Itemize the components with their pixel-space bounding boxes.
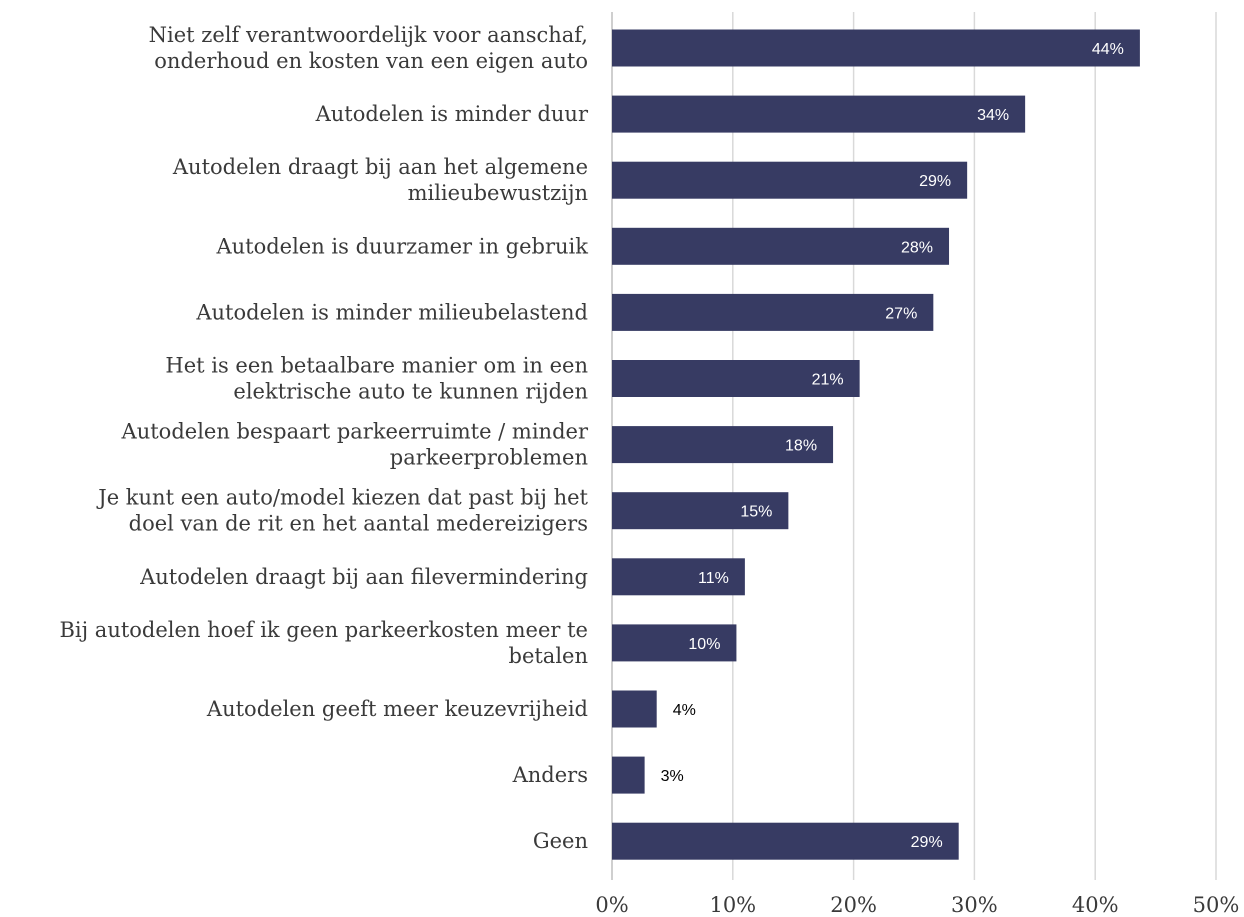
- x-tick-label: 50%: [1193, 893, 1240, 917]
- bar: [612, 293, 934, 331]
- data-label: 15%: [740, 504, 772, 521]
- category-label: Autodelen is minder milieubelastend: [195, 300, 588, 324]
- bar: [612, 426, 834, 464]
- category-label: Autodelen draagt bij aan fileverminderin…: [139, 565, 588, 589]
- gridlines: [732, 12, 1217, 880]
- category-label: Geen: [533, 829, 588, 853]
- x-tick-label: 0%: [595, 893, 628, 917]
- bar: [612, 624, 737, 662]
- x-tick-label: 30%: [951, 893, 998, 917]
- x-tick-label: 20%: [830, 893, 877, 917]
- bar: [612, 29, 1140, 67]
- bar: [612, 690, 657, 728]
- category-label: Autodelen draagt bij aan het algemene mil…: [172, 155, 588, 205]
- data-label: 27%: [885, 305, 917, 322]
- data-label: 3%: [661, 768, 684, 785]
- data-label: 11%: [698, 570, 729, 587]
- bar: [612, 558, 745, 596]
- bar: [612, 360, 860, 397]
- data-label: 21%: [812, 372, 844, 389]
- bar: [612, 822, 959, 860]
- data-labels: 44% 34% 29% 28% 27% 21% 18% 15% 11% 10% 4% 3% 29%: [661, 41, 1124, 851]
- category-label: Autodelen is duurzamer in gebruik: [215, 234, 588, 258]
- category-label: Niet zelf verantwoordelijk voor aanschaf…: [149, 23, 588, 73]
- category-label: Bij autodelen hoef ik geen parkeerkosten…: [59, 618, 588, 668]
- category-label: Autodelen is minder duur: [315, 102, 589, 126]
- x-tick-label: 10%: [709, 893, 756, 917]
- category-label: Autodelen geeft meer keuzevrijheid: [206, 697, 588, 721]
- category-label: Anders: [512, 763, 588, 787]
- data-label: 4%: [673, 702, 696, 719]
- data-label: 10%: [688, 636, 720, 653]
- data-label: 29%: [911, 834, 943, 851]
- category-label: Je kunt een auto/model kiezen dat past b…: [96, 486, 588, 536]
- data-label: 18%: [785, 438, 817, 455]
- bar: [612, 161, 968, 199]
- data-label: 44%: [1092, 41, 1124, 58]
- data-label: 28%: [901, 239, 933, 256]
- bar: [612, 756, 645, 794]
- category-label: Autodelen bespaart parkeerruimte / minde…: [121, 420, 589, 470]
- bar: [612, 227, 950, 265]
- category-label: Het is een betaalbare manier om in een el…: [165, 354, 588, 404]
- data-label: 34%: [977, 107, 1009, 124]
- bar: [612, 95, 1026, 133]
- bar: [612, 492, 789, 530]
- category-labels: Niet zelf verantwoordelijk voor aanschaf…: [59, 23, 588, 853]
- data-label: 29%: [919, 173, 951, 190]
- x-tick-labels: 0% 10% 20% 30% 40% 50%: [595, 893, 1239, 917]
- bars: [612, 29, 1140, 860]
- x-tick-label: 40%: [1072, 893, 1119, 917]
